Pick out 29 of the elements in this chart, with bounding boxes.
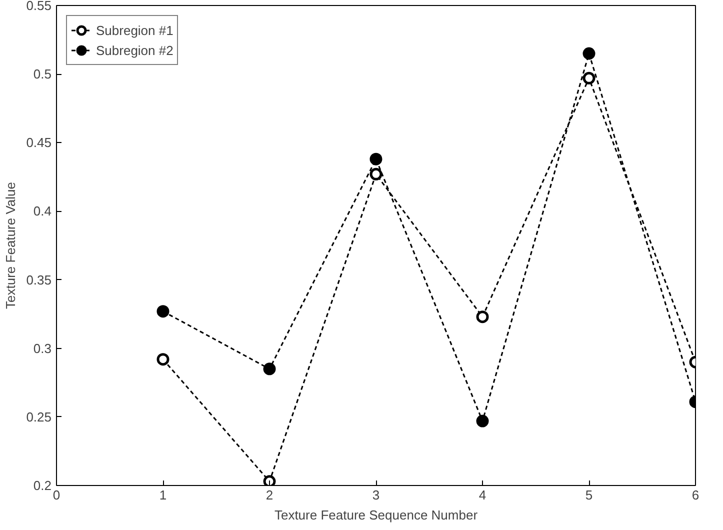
point: [156, 305, 170, 318]
y-tick-label: 0.35: [26, 272, 52, 288]
legend-label: Subregion #2: [96, 42, 174, 58]
y-tick-label: 0.45: [26, 135, 52, 150]
point: [263, 475, 276, 486]
x-tick-label: 4: [478, 488, 486, 502]
legend-label: Subregion #1: [96, 22, 174, 38]
x-tick-label: 6: [692, 488, 700, 502]
x-tick-label: 5: [585, 488, 593, 502]
x-tick-label: 2: [266, 488, 274, 502]
y-tick-label: 0.3: [33, 340, 52, 356]
point: [263, 362, 276, 376]
point: [582, 47, 596, 60]
y-tick-label: 0.2: [33, 478, 52, 493]
y-tick-label: 0.55: [26, 0, 52, 13]
y-axis-title: Texture Feature Value: [3, 182, 18, 309]
point: [476, 414, 489, 428]
point: [476, 310, 489, 324]
x-tick-label: 0: [52, 488, 60, 502]
y-tick-label: 0.4: [33, 204, 52, 219]
point: [582, 72, 596, 84]
point: [156, 353, 170, 366]
point: [370, 168, 382, 180]
point: [370, 152, 382, 166]
x-tick-label: 3: [372, 488, 380, 502]
y-tick-label: 0.25: [26, 409, 52, 424]
x-tick-label: 1: [159, 488, 167, 502]
y-tick-label: 0.5: [33, 66, 52, 82]
x-axis-title: Texture Feature Sequence Number: [274, 508, 478, 522]
